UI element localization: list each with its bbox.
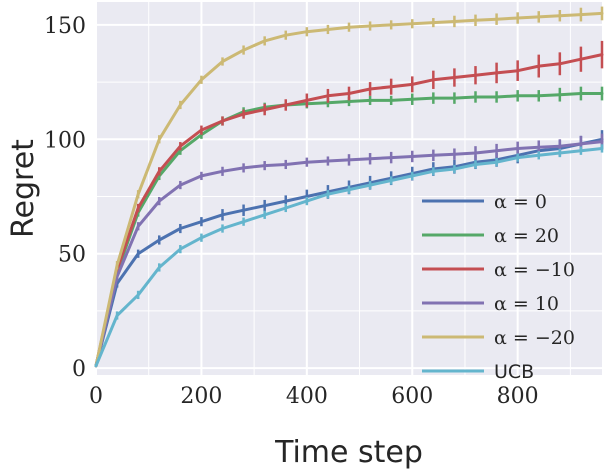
series-4 — [94, 6, 604, 368]
y-tick-label: 100 — [44, 128, 86, 153]
grid — [95, 2, 602, 375]
y-tick-label: 50 — [58, 243, 86, 268]
x-tick-label: 0 — [89, 384, 103, 409]
legend-entry: UCB — [494, 361, 534, 383]
x-tick-label: 200 — [180, 384, 222, 409]
y-tick-label: 0 — [72, 357, 86, 382]
legend-entry: α = 0 — [494, 191, 547, 213]
tick-labels: 0 200 400 600 800 0 50 100 150 — [44, 14, 539, 409]
x-tick-label: 800 — [497, 384, 539, 409]
series-2 — [94, 40, 604, 368]
y-tick-label: 150 — [44, 14, 86, 39]
x-tick-label: 400 — [286, 384, 328, 409]
x-tick-label: 600 — [391, 384, 433, 409]
legend-entry: α = 10 — [494, 293, 559, 315]
legend: α = 0 α = 20 α = −10 α = 10 α = −20 UCB — [422, 191, 575, 383]
y-axis-label: Regret — [6, 139, 41, 238]
legend-entry: α = −20 — [494, 327, 575, 349]
x-axis-label: Time step — [274, 435, 423, 470]
legend-entry: α = 20 — [494, 225, 559, 247]
legend-entry: α = −10 — [494, 259, 575, 281]
series-5 — [94, 144, 604, 368]
series-lines — [94, 6, 604, 368]
